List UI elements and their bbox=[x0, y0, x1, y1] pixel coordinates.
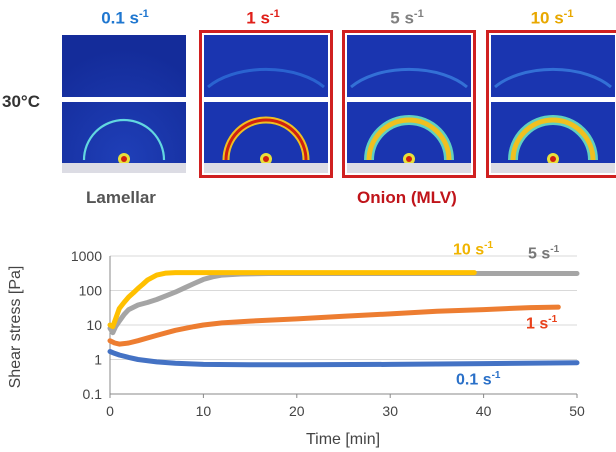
x-axis-label: Time [min] bbox=[306, 431, 380, 448]
panel-title-0: 0.1 s-1 bbox=[50, 8, 200, 29]
series-label-10: 10 s-1 bbox=[453, 240, 493, 259]
series-label-10-text: 10 s bbox=[453, 241, 484, 258]
panel-title-2-text: 5 s bbox=[390, 9, 414, 28]
x-tick-label: 30 bbox=[382, 403, 398, 419]
saxs-image-5 bbox=[347, 35, 471, 173]
panel-title-0-text: 0.1 s bbox=[101, 9, 139, 28]
y-tick-label: 1 bbox=[94, 352, 102, 368]
caption-onion: Onion (MLV) bbox=[357, 188, 457, 208]
series-line-1 bbox=[110, 307, 558, 344]
series-label-10-exp: -1 bbox=[484, 240, 493, 251]
shear-stress-chart: 0.1 1 10 100 1000 0 10 20 30 40 50 Shear stress [P… bbox=[0, 232, 616, 452]
saxs-image-lamellar bbox=[62, 35, 186, 173]
series-group bbox=[110, 273, 577, 365]
series-label-1: 1 s-1 bbox=[526, 314, 557, 333]
panel-title-0-exp: -1 bbox=[139, 8, 149, 20]
caption-lamellar: Lamellar bbox=[86, 188, 156, 208]
panel-title-3-exp: -1 bbox=[564, 8, 574, 20]
series-label-1-text: 1 s bbox=[526, 315, 548, 332]
temperature-label: 30°C bbox=[2, 92, 40, 112]
x-tick-label: 20 bbox=[289, 403, 305, 419]
x-tick-label: 10 bbox=[196, 403, 212, 419]
series-label-5-text: 5 s bbox=[528, 245, 550, 262]
series-label-01-exp: -1 bbox=[492, 370, 501, 381]
series-label-01: 0.1 s-1 bbox=[456, 370, 501, 389]
panel-title-1-text: 1 s bbox=[246, 9, 270, 28]
panel-title-2: 5 s-1 bbox=[332, 8, 482, 29]
x-tick-label: 40 bbox=[476, 403, 492, 419]
y-tick-label: 0.1 bbox=[83, 386, 103, 402]
y-tick-label: 10 bbox=[86, 317, 102, 333]
saxs-image-10 bbox=[491, 35, 615, 173]
series-label-01-text: 0.1 s bbox=[456, 371, 492, 388]
saxs-image-1 bbox=[204, 35, 328, 173]
panel-title-3-text: 10 s bbox=[531, 9, 564, 28]
x-tick-label: 0 bbox=[106, 403, 114, 419]
series-label-5: 5 s-1 bbox=[528, 244, 559, 263]
series-label-5-exp: -1 bbox=[550, 244, 559, 255]
series-label-1-exp: -1 bbox=[548, 314, 557, 325]
series-line-0 bbox=[110, 352, 577, 365]
y-tick-label: 100 bbox=[79, 283, 103, 299]
x-tick-label: 50 bbox=[569, 403, 585, 419]
y-tick-label: 1000 bbox=[71, 248, 102, 264]
panel-title-2-exp: -1 bbox=[414, 8, 424, 20]
grid bbox=[110, 256, 577, 394]
series-line-2 bbox=[110, 274, 577, 333]
y-axis-label: Shear stress [Pa] bbox=[7, 266, 24, 389]
panel-title-1: 1 s-1 bbox=[188, 8, 338, 29]
panel-title-3: 10 s-1 bbox=[477, 8, 616, 29]
panel-title-1-exp: -1 bbox=[270, 8, 280, 20]
